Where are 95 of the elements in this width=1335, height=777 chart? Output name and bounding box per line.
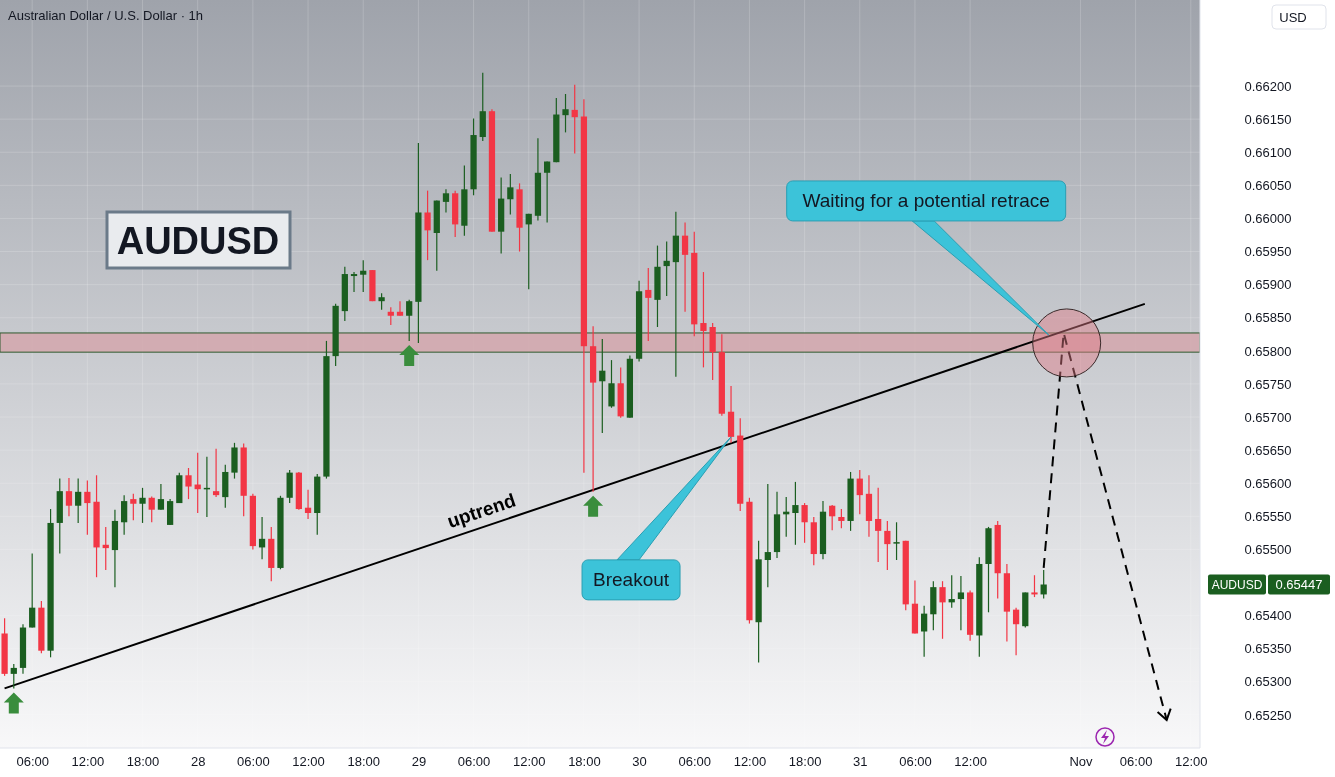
- x-tick-label: 12:00: [733, 754, 767, 770]
- speech-callout: Breakout: [581, 436, 732, 601]
- speech-callout: Waiting for a potential retrace: [786, 180, 1067, 336]
- candlestick: [166, 498, 174, 526]
- y-tick-label: 0.65900: [1244, 277, 1292, 293]
- x-tick-label: 06:00: [457, 754, 491, 770]
- text: AUDUSD: [1211, 578, 1263, 593]
- candlestick: [65, 477, 73, 517]
- candlestick: [801, 502, 808, 544]
- candlestick: [424, 190, 431, 261]
- candlestick: [75, 477, 82, 524]
- y-tick-label: 0.65700: [1244, 409, 1292, 425]
- x-tick-label: 06:00: [16, 754, 49, 770]
- y-tick-label: 0.66150: [1244, 111, 1292, 127]
- y-tick-label: 0.66200: [1244, 78, 1292, 94]
- candlestick: [29, 552, 36, 629]
- candlestick: [148, 495, 155, 523]
- annotation: AUDUSD: [116, 220, 280, 262]
- x-tick-label: 18:00: [347, 754, 380, 770]
- x-tick-label: 12:00: [71, 754, 105, 770]
- y-tick-label: 0.66000: [1244, 211, 1292, 227]
- candlestick: [84, 479, 91, 536]
- x-tick-label: 30: [632, 754, 647, 770]
- y-tick-label: 0.65350: [1244, 641, 1292, 657]
- candlestick: [957, 575, 965, 631]
- y-tick-label: 0.66050: [1244, 178, 1292, 194]
- text: 0.65447: [1275, 577, 1323, 593]
- candlestick: [157, 483, 165, 511]
- y-tick-label: 0.65750: [1244, 376, 1292, 392]
- candlestick: [884, 520, 891, 571]
- candlestick: [681, 221, 689, 313]
- candlestick: [185, 467, 192, 500]
- candlestick: [507, 173, 514, 216]
- x-tick-label: 31: [853, 754, 868, 770]
- y-tick-label: 0.65250: [1244, 707, 1292, 723]
- candlestick: [1031, 574, 1038, 598]
- candlestick: [562, 93, 569, 133]
- x-tick-label: 29: [411, 754, 427, 770]
- candlestick: [829, 504, 836, 531]
- candlestick: [1012, 607, 1020, 656]
- candlestick: [406, 299, 413, 342]
- candlestick: [939, 580, 946, 640]
- candlestick: [856, 469, 863, 515]
- candlestick: [893, 521, 900, 561]
- candlestick: [599, 338, 606, 434]
- candlestick: [571, 84, 578, 155]
- x-tick-label: 28: [190, 754, 206, 770]
- candlestick: [396, 300, 404, 317]
- text: Australian Dollar / U.S. Dollar · 1h: [8, 8, 204, 23]
- candlestick: [139, 487, 146, 524]
- annotation: Waiting for a potential retrace: [802, 189, 1050, 211]
- candlestick: [700, 271, 707, 368]
- annotation: Breakout: [593, 568, 670, 590]
- candlestick: [212, 448, 220, 498]
- candlestick: [838, 508, 845, 529]
- candlestick: [350, 271, 358, 293]
- y-tick-label: 0.65800: [1244, 343, 1292, 359]
- y-tick-label: 0.65650: [1244, 442, 1292, 458]
- y-tick-label: 0.65550: [1244, 508, 1292, 524]
- candlestick: [544, 160, 551, 224]
- candlestick: [663, 241, 670, 297]
- x-tick-label: 06:00: [899, 754, 932, 770]
- y-tick-label: 0.65850: [1244, 310, 1292, 326]
- x-tick-label: 18:00: [126, 754, 160, 770]
- candlestick: [130, 493, 137, 521]
- y-axis-title: USD: [1279, 10, 1307, 25]
- candlestick: [525, 213, 532, 290]
- x-tick-label: 06:00: [678, 754, 712, 770]
- candlestick: [645, 267, 652, 342]
- x-tick-label: 18:00: [568, 754, 601, 770]
- y-tick-label: 0.65500: [1244, 542, 1292, 558]
- x-tick-label: 12:00: [292, 754, 325, 770]
- candlestick: [792, 481, 799, 546]
- candlestick: [304, 489, 312, 520]
- x-tick-label: 18:00: [788, 754, 822, 770]
- y-tick-label: 0.65300: [1244, 674, 1292, 690]
- candlestick: [360, 259, 367, 293]
- candlestick: [442, 188, 450, 214]
- x-tick-label: 06:00: [1119, 754, 1153, 770]
- y-tick-label: 0.65400: [1244, 608, 1292, 624]
- x-tick-label: 12:00: [512, 754, 546, 770]
- x-tick-label: Nov: [1069, 754, 1094, 770]
- y-tick-label: 0.65600: [1244, 475, 1292, 491]
- candlestick: [764, 483, 771, 588]
- candlestick: [921, 605, 928, 658]
- y-tick-label: 0.66100: [1244, 144, 1292, 160]
- candlestick: [121, 494, 128, 536]
- candlestick: [875, 487, 882, 563]
- candlestick: [10, 663, 17, 690]
- x-tick-label: 12:00: [1175, 754, 1208, 770]
- x-tick-label: 12:00: [954, 754, 987, 770]
- candlestick: [1040, 569, 1047, 599]
- x-tick-label: 06:00: [237, 754, 270, 770]
- y-tick-label: 0.65950: [1244, 244, 1292, 260]
- candlestick: [608, 359, 615, 409]
